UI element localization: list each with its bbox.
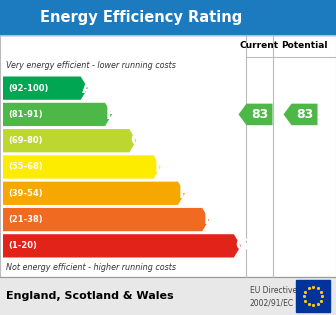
Bar	[0, 0, 336, 35]
Polygon shape	[3, 182, 185, 205]
Text: (81-91): (81-91)	[8, 110, 43, 119]
Polygon shape	[3, 234, 241, 257]
Text: (69-80): (69-80)	[8, 136, 42, 145]
Text: Very energy efficient - lower running costs: Very energy efficient - lower running co…	[6, 61, 176, 71]
Bar	[296, 280, 330, 312]
Text: Potential: Potential	[281, 42, 328, 50]
Polygon shape	[239, 104, 272, 125]
Text: (1-20): (1-20)	[8, 241, 37, 250]
Polygon shape	[3, 103, 112, 126]
Text: F: F	[203, 212, 214, 227]
Text: D: D	[155, 159, 167, 175]
Polygon shape	[3, 208, 209, 231]
Text: (39-54): (39-54)	[8, 189, 43, 198]
Text: Energy Efficiency Rating: Energy Efficiency Rating	[40, 10, 242, 25]
Text: C: C	[130, 133, 141, 148]
Polygon shape	[284, 104, 318, 125]
Bar	[0, 277, 336, 315]
Polygon shape	[3, 77, 88, 100]
Polygon shape	[3, 129, 136, 152]
Text: (92-100): (92-100)	[8, 84, 48, 93]
Text: G: G	[235, 238, 247, 253]
Text: 2002/91/EC: 2002/91/EC	[250, 298, 294, 307]
Text: (21-38): (21-38)	[8, 215, 43, 224]
Text: EU Directive: EU Directive	[250, 286, 297, 295]
Text: A: A	[82, 81, 93, 96]
Text: 83: 83	[296, 108, 313, 121]
Text: Not energy efficient - higher running costs: Not energy efficient - higher running co…	[6, 264, 176, 272]
Text: Current: Current	[240, 42, 279, 50]
Bar	[0, 35, 336, 277]
Text: 83: 83	[251, 108, 268, 121]
Text: England, Scotland & Wales: England, Scotland & Wales	[6, 291, 174, 301]
Polygon shape	[3, 155, 161, 179]
Text: (55-68): (55-68)	[8, 163, 43, 171]
Text: B: B	[106, 107, 118, 122]
Text: E: E	[179, 186, 189, 201]
